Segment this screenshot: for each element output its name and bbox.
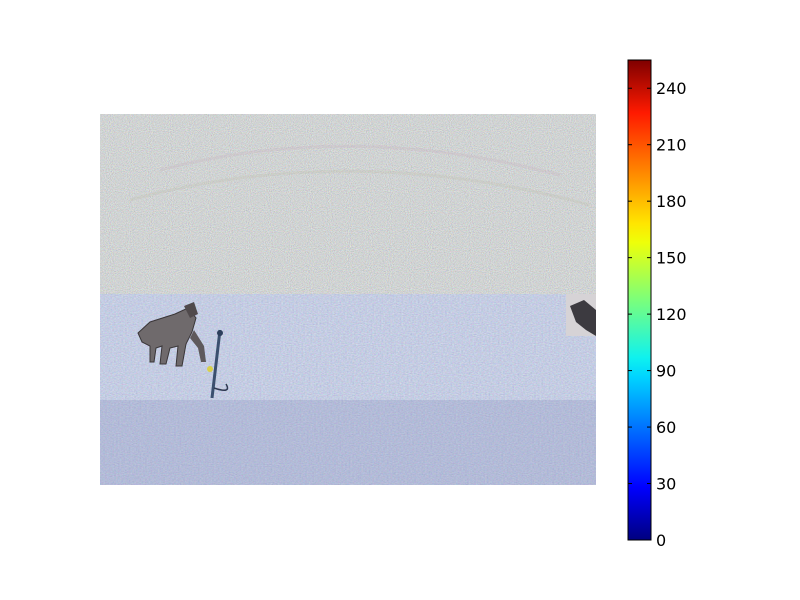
dog-figure	[137, 302, 213, 372]
image-panel	[100, 114, 596, 485]
edge-object	[566, 294, 596, 336]
colorbar-gradient	[627, 59, 652, 541]
colorbar-tick-label: 120	[656, 305, 687, 324]
noise-region	[100, 114, 596, 294]
noise-arc	[129, 169, 591, 207]
colorbar-tick-label: 150	[656, 249, 687, 268]
colorbar-tick-label: 240	[656, 79, 687, 98]
noise-arc	[159, 144, 561, 177]
colorbar-tick-label: 60	[656, 418, 676, 437]
grass-shade	[100, 400, 596, 485]
sprinkler-pole	[210, 329, 229, 399]
colorbar-ticks: 0 30 60 90 120 150 180 210 240	[628, 79, 687, 550]
colorbar-tick-label: 30	[656, 475, 676, 494]
colorbar-tick-label: 210	[656, 136, 687, 155]
colorbar: 0 30 60 90 120 150 180 210 240	[627, 59, 687, 550]
colorbar-tick-label: 180	[656, 192, 687, 211]
colorbar-tick-label: 0	[656, 531, 666, 550]
colorbar-tick-label: 90	[656, 362, 676, 381]
